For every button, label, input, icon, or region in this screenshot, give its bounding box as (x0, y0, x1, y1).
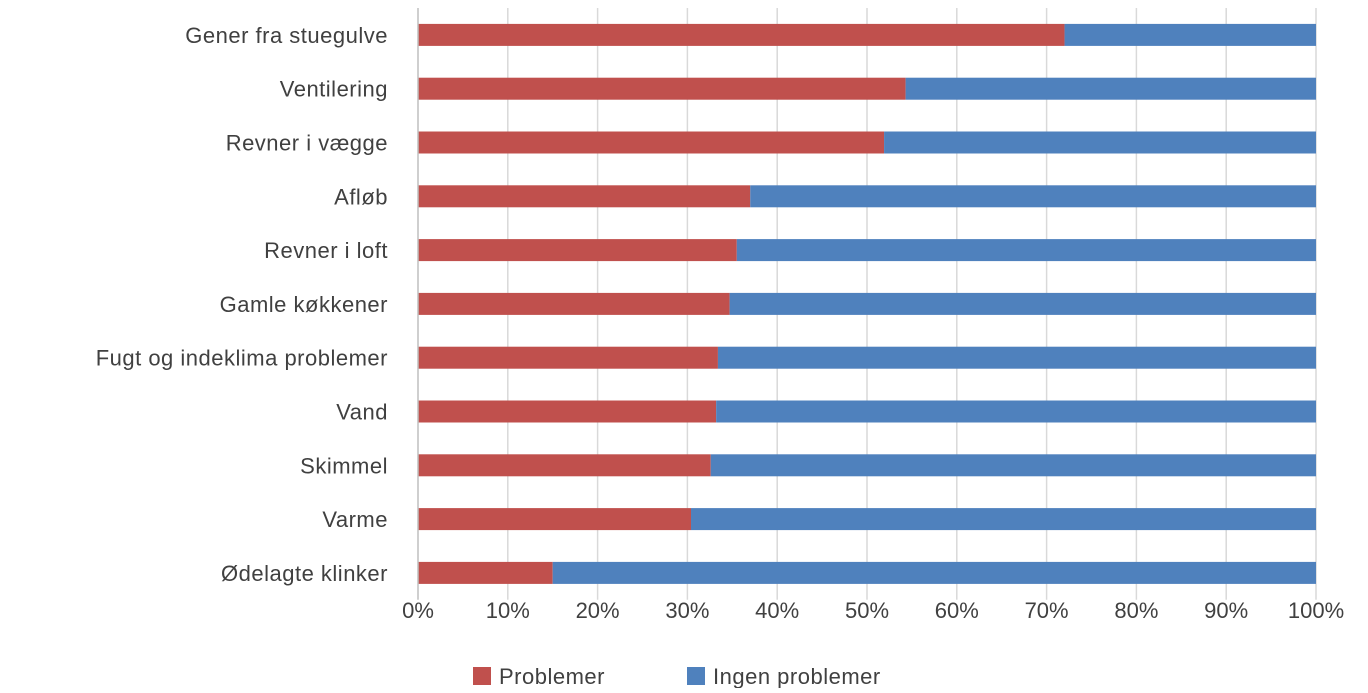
category-label: Gamle køkkener (220, 292, 388, 317)
bar-problemer (418, 400, 717, 423)
x-tick-label: 40% (755, 598, 799, 623)
category-label: Ødelagte klinker (221, 561, 388, 586)
legend-item-problemer: Problemer (473, 664, 605, 689)
bar-ingen-problemer (552, 561, 1316, 584)
bar-ingen-problemer (729, 292, 1316, 315)
bar-problemer (418, 77, 906, 100)
legend-swatch (687, 667, 705, 685)
category-label: Revner i loft (264, 238, 388, 263)
category-label: Fugt og indeklima problemer (96, 346, 388, 371)
x-tick-label: 100% (1288, 598, 1344, 623)
bar-ingen-problemer (717, 346, 1316, 369)
bar-problemer (418, 346, 718, 369)
bar-ingen-problemer (710, 454, 1316, 477)
category-label: Varme (322, 507, 388, 532)
legend-label: Problemer (499, 664, 605, 688)
legend: Problemer Ingen problemer (473, 664, 881, 689)
category-label: Ventilering (280, 77, 388, 102)
x-tick-label: 60% (935, 598, 979, 623)
bar-problemer (418, 23, 1065, 46)
x-tick-labels: 0% 10% 20% 30% 40% 50% 60% 70% 80% 90% 100% (402, 598, 1344, 623)
category-label: Revner i vægge (226, 131, 388, 156)
bar-problemer (418, 561, 553, 584)
x-tick-label: 80% (1114, 598, 1158, 623)
category-label: Skimmel (300, 453, 388, 478)
legend-label: Ingen problemer (713, 664, 881, 688)
bar-problemer (418, 454, 711, 477)
bar-ingen-problemer (905, 77, 1316, 100)
x-tick-label: 0% (402, 598, 434, 623)
bar-problemer (418, 292, 730, 315)
x-tick-label: 20% (576, 598, 620, 623)
bars (418, 23, 1316, 584)
bar-problemer (418, 131, 885, 154)
bar-ingen-problemer (736, 239, 1316, 262)
bar-ingen-problemer (750, 185, 1316, 208)
x-tick-label: 50% (845, 598, 889, 623)
bar-ingen-problemer (690, 508, 1316, 531)
bar-problemer (418, 239, 737, 262)
x-tick-label: 30% (665, 598, 709, 623)
category-label: Vand (336, 400, 388, 425)
category-label: Afløb (334, 184, 388, 209)
legend-item-ingen-problemer: Ingen problemer (687, 664, 881, 689)
category-labels: Gener fra stuegulve Ventilering Revner i v… (96, 23, 388, 586)
bar-problemer (418, 185, 751, 208)
x-tick-label: 90% (1204, 598, 1248, 623)
x-tick-label: 10% (486, 598, 530, 623)
bar-problemer (418, 508, 691, 531)
bar-ingen-problemer (716, 400, 1316, 423)
bar-ingen-problemer (1064, 23, 1316, 46)
bar-ingen-problemer (884, 131, 1316, 154)
x-tick-label: 70% (1025, 598, 1069, 623)
legend-swatch (473, 667, 491, 685)
category-label: Gener fra stuegulve (185, 23, 388, 48)
